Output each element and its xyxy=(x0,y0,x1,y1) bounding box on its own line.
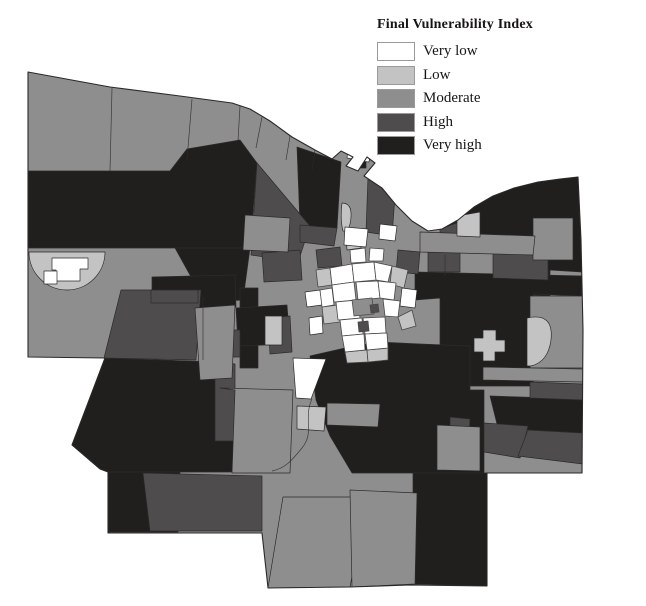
high-swatch xyxy=(377,112,415,132)
legend-item-very-low: Very low xyxy=(377,42,533,61)
tract-border-lines xyxy=(109,87,446,472)
legend-label: Low xyxy=(423,66,451,83)
low-swatch xyxy=(377,65,415,85)
legend-label: Very high xyxy=(423,137,482,153)
legend-item-high: High xyxy=(377,112,533,132)
city-center-tract-cluster xyxy=(315,247,417,364)
legend-item-low: Low xyxy=(377,65,533,85)
map-legend: Final Vulnerability Index Very low Low M… xyxy=(377,17,533,160)
legend-item-very-high: Very high xyxy=(377,136,533,155)
legend-title: Final Vulnerability Index xyxy=(377,17,533,32)
very-low-swatch xyxy=(377,42,415,61)
county-outline xyxy=(27,71,584,589)
tracts-high xyxy=(103,162,583,532)
legend-item-moderate: Moderate xyxy=(377,89,533,108)
tracts-moderate xyxy=(194,214,583,588)
very-high-swatch xyxy=(377,136,415,155)
moderate-swatch xyxy=(377,89,415,108)
legend-label: Moderate xyxy=(423,90,481,106)
legend-label: High xyxy=(423,113,453,130)
legend-label: Very low xyxy=(423,43,478,59)
